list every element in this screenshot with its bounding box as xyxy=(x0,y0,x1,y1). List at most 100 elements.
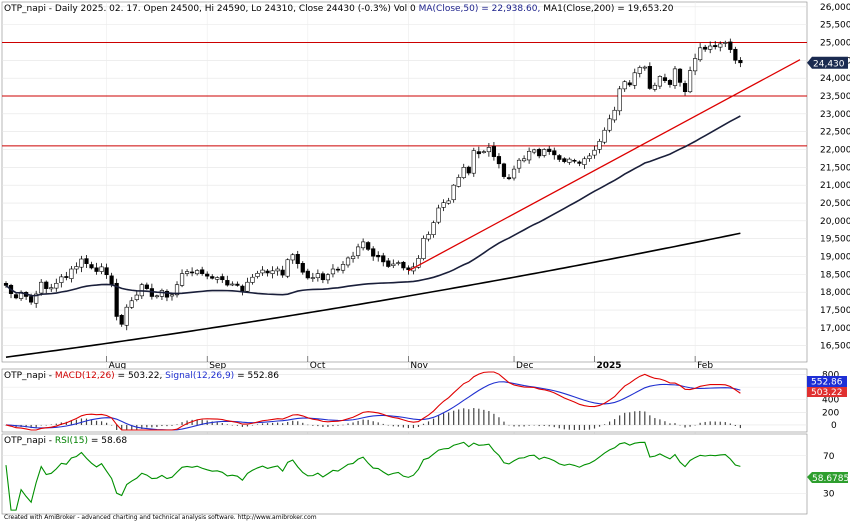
candle-body-down xyxy=(662,77,668,81)
macd-histogram-bar xyxy=(221,423,223,425)
macd-histogram-bar xyxy=(568,424,570,430)
macd-histogram-bar xyxy=(407,424,409,429)
macd-histogram-bar xyxy=(266,423,269,425)
candle-body-up xyxy=(637,67,642,74)
signal-tag-text: 552.86 xyxy=(811,378,843,388)
candle-body-up xyxy=(451,184,456,201)
signal-tag-shape xyxy=(807,376,847,387)
macd-tag-shape xyxy=(807,387,847,397)
candle xyxy=(693,53,698,76)
candle xyxy=(738,57,743,68)
candle xyxy=(144,282,149,290)
candle xyxy=(587,153,592,162)
candle-body-down xyxy=(64,276,69,278)
rsi-axis-tick-label: 70 xyxy=(823,452,835,462)
macd-histogram-bar xyxy=(654,418,656,425)
candle xyxy=(527,147,532,164)
candle xyxy=(481,149,486,154)
macd-histogram-bar xyxy=(453,410,455,425)
candle xyxy=(310,272,315,282)
macd-histogram-bar xyxy=(659,419,661,425)
candle-body-up xyxy=(270,270,275,274)
candle-body-up xyxy=(124,306,129,326)
candle xyxy=(607,114,612,133)
candle-body-down xyxy=(295,253,300,264)
candle-body-down xyxy=(29,296,34,303)
macd-histogram-bar xyxy=(337,424,339,426)
candle-body-down xyxy=(3,283,9,286)
candle-body-up xyxy=(154,295,160,298)
price-axis-tick-label: 22,500 xyxy=(820,128,850,138)
candle-body-up xyxy=(592,149,597,156)
macd-histogram-bar xyxy=(146,424,148,428)
x-axis-label: Oct xyxy=(310,361,326,371)
candle-body-up xyxy=(582,158,587,165)
candle xyxy=(340,261,346,274)
candle xyxy=(682,80,688,96)
candle-body-up xyxy=(486,147,491,153)
candle-body-up xyxy=(607,118,612,131)
macd-histogram-bar xyxy=(116,424,118,430)
candle-body-up xyxy=(245,281,250,292)
candle-body-down xyxy=(366,242,371,250)
candle xyxy=(703,44,708,52)
candle-body-down xyxy=(496,156,502,165)
candle-body-up xyxy=(612,109,617,121)
candle xyxy=(632,68,637,90)
candle-body-down xyxy=(335,268,341,271)
macd-histogram-bar xyxy=(191,419,193,425)
candle xyxy=(486,142,491,157)
candle-body-up xyxy=(481,151,486,153)
macd-histogram-bar xyxy=(126,424,128,430)
price-axis: 16,500 17,000 17,500 18,000 18,500 19,000 19,5… xyxy=(820,3,850,352)
candle xyxy=(476,146,481,159)
macd-histogram-bar xyxy=(312,424,314,426)
candle-body-down xyxy=(280,269,285,276)
macd-histogram-bar xyxy=(256,424,259,425)
candle-body-up xyxy=(698,47,703,61)
candle-body-up xyxy=(315,273,320,279)
candle-body-up xyxy=(310,277,315,279)
macd-histogram-bar xyxy=(528,424,530,426)
candle-body-up xyxy=(436,207,441,223)
candle-body-down xyxy=(104,267,109,276)
candle xyxy=(662,73,668,83)
macd-histogram-bar xyxy=(583,424,586,430)
macd-axis-tick-label: 200 xyxy=(822,408,839,418)
macd-grid xyxy=(2,374,807,426)
candle xyxy=(572,158,577,164)
candle-body-up xyxy=(396,262,401,264)
macd-histogram-bar xyxy=(518,424,520,427)
candle-body-down xyxy=(164,290,170,298)
candle-body-up xyxy=(195,270,200,275)
macd-histogram-bar xyxy=(342,424,344,426)
x-axis-label: Sep xyxy=(209,361,226,371)
macd-histogram-bar xyxy=(287,421,289,425)
candle xyxy=(210,274,215,280)
candle-body-down xyxy=(114,282,119,317)
candle xyxy=(164,289,170,302)
rsi-tag-shape xyxy=(807,472,848,483)
macd-histogram-bar xyxy=(241,424,244,427)
candle xyxy=(84,255,89,268)
macd-histogram-bar xyxy=(352,422,354,425)
macd-histogram-bar xyxy=(563,424,565,430)
trend-line xyxy=(408,59,801,272)
macd-histogram-bar xyxy=(488,411,490,425)
macd-histogram-bar xyxy=(558,424,560,429)
macd-histogram-bar xyxy=(689,424,691,427)
macd-histogram-bar xyxy=(302,422,304,425)
macd-histogram-bar xyxy=(90,419,93,425)
candle xyxy=(461,163,466,180)
candle xyxy=(401,260,406,271)
macd-histogram-bar xyxy=(644,411,646,425)
candle-body-down xyxy=(205,273,210,277)
candle-body-down xyxy=(235,283,240,286)
candle xyxy=(708,41,713,54)
candle xyxy=(74,262,79,274)
x-axis-labels: Aug Sep Oct Nov Dec 2025 Feb xyxy=(106,356,713,371)
candle xyxy=(134,291,139,302)
candle xyxy=(260,266,265,276)
rsi-line xyxy=(5,441,741,511)
macd-histogram-bar xyxy=(503,421,505,425)
